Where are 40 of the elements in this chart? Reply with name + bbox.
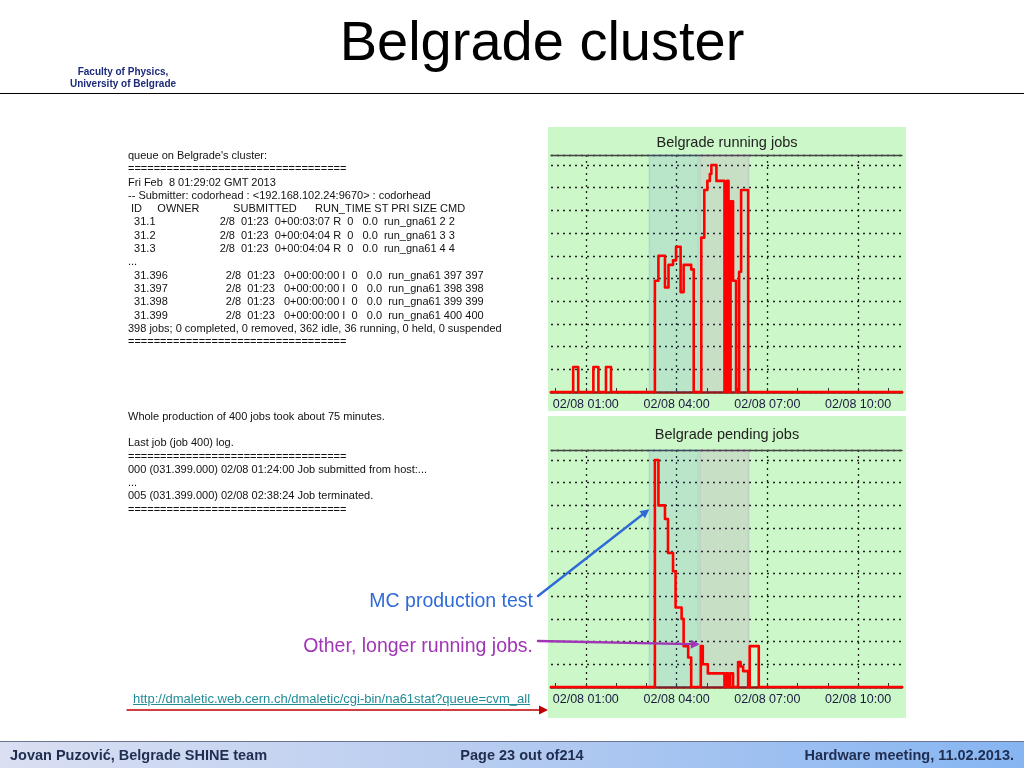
chart-title: Belgrade running jobs <box>656 133 798 150</box>
text: ID OWNER SUBMITTED RUN_TIME ST PRI SIZE CMD <box>130 202 466 216</box>
text: Belgrade cluster <box>339 9 745 72</box>
x-tick-label: 02/08 04:00 <box>643 691 710 706</box>
text: Faculty of Physics, University of Belgrade <box>68 66 178 90</box>
text: Page 23 out of214 <box>460 747 584 763</box>
text: 31.398 2/8 01:23 0+00:00:00 I 0 0.0 run_gna61 399 399 <box>133 295 484 309</box>
text: 31.397 2/8 01:23 0+00:00:00 I 0 0.0 run_gna61 398 398 <box>133 281 484 296</box>
text: 000 (031.399.000) 02/08 01:24:00 Job submitted from host:... <box>128 462 428 477</box>
text: ================================== <box>128 162 347 176</box>
text: 398 jobs; 0 completed, 0 removed, 362 idle, 36 running, 0 held, 0 suspended <box>128 321 502 336</box>
text: Last job (job 400) log. <box>128 436 234 450</box>
text: 005 (031.399.000) 02/08 02:38:24 Job terminated. <box>128 489 374 503</box>
text: ================================== <box>128 502 347 517</box>
text: 31.396 2/8 01:23 0+00:00:00 I 0 0.0 run_gna61 397 397 <box>133 268 484 282</box>
x-tick-label: 02/08 10:00 <box>825 396 892 411</box>
x-tick-label: 02/08 10:00 <box>825 691 892 706</box>
x-tick-label: 02/08 07:00 <box>734 691 801 706</box>
x-tick-label: 02/08 04:00 <box>643 396 710 411</box>
text: Hardware meeting, 11.02.2013. <box>803 747 1014 763</box>
text: 31.1 2/8 01:23 0+00:03:07 R 0 0.0 run_gna61 2 2 <box>133 215 455 229</box>
text: 31.3 2/8 01:23 0+00:04:04 R 0 0.0 run_gna61 4 4 <box>133 242 455 256</box>
text: 31.399 2/8 01:23 0+00:00:00 I 0 0.0 run_gna61 400 400 <box>133 308 484 322</box>
text: -- Submitter: codorhead : <192.168.102.24:9670> : codorhead <box>128 188 431 203</box>
text: ... <box>128 476 138 490</box>
text: Whole production of 400 jobs took about 75 minutes. <box>128 410 385 424</box>
text: ... <box>128 255 138 269</box>
x-tick-label: 02/08 01:00 <box>552 396 619 411</box>
text: queue on Belgrade's cluster: <box>128 149 268 163</box>
text: http://dmaletic.web.cern.ch/dmaletic/cgi-bin/na61stat?queue=cvm_all <box>133 691 531 706</box>
x-tick-label: 02/08 07:00 <box>734 396 801 411</box>
text: ================================== <box>128 449 347 463</box>
band-label: Other, longer running jobs. <box>303 634 533 656</box>
text: 31.2 2/8 01:23 0+00:04:04 R 0 0.0 run_gna61 3 3 <box>133 228 455 243</box>
chart-title: Belgrade pending jobs <box>654 425 800 442</box>
text: ================================== <box>128 335 347 349</box>
band-label: MC production test <box>369 589 533 611</box>
text: Jovan Puzović, Belgrade SHINE team <box>10 747 269 763</box>
x-tick-label: 02/08 01:00 <box>552 691 619 706</box>
text: Fri Feb 8 01:29:02 GMT 2013 <box>128 175 276 189</box>
